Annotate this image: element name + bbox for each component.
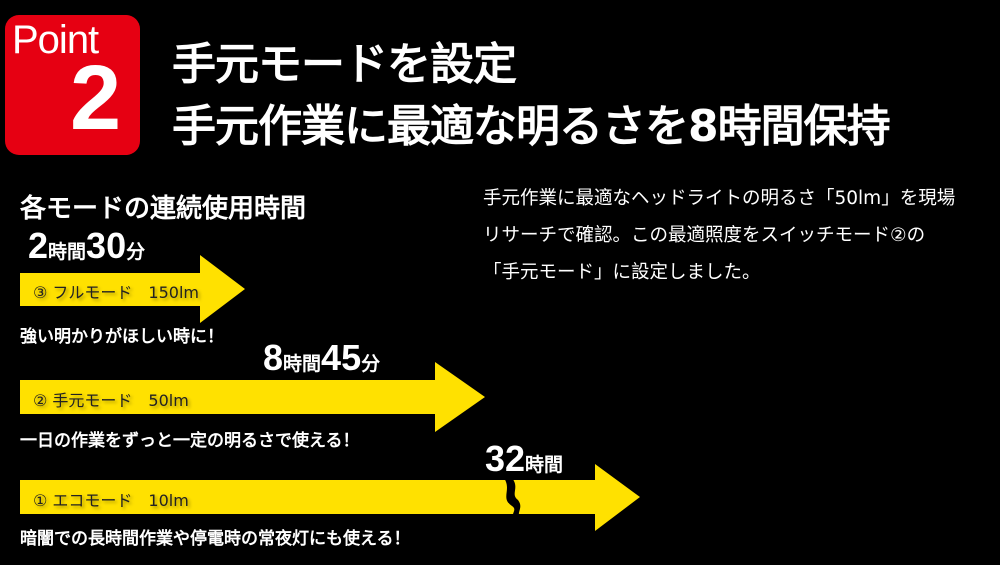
hours-unit: 時間 <box>48 241 87 263</box>
hours: 2 <box>28 225 49 266</box>
arrow-hand-mode <box>20 362 485 432</box>
hours-unit: 時間 <box>283 353 322 375</box>
arrow-full-mode <box>20 255 245 323</box>
break-mark <box>504 478 521 518</box>
point-badge <box>5 15 140 155</box>
caption-eco-mode: 暗闇での長時間作業や停電時の常夜灯にも使える！ <box>20 529 411 549</box>
caption-hand-mode: 一日の作業をずっと一定の明るさで使える！ <box>20 431 360 451</box>
minutes-unit: 分 <box>126 241 146 263</box>
description-line: リサーチで確認。この最適照度をスイッチモード②の <box>483 225 926 246</box>
mode-label-hand: ② 手元モード 50lm <box>33 391 189 410</box>
hours-unit: 時間 <box>525 454 564 476</box>
duration-full-mode: 2時間30分 <box>28 228 145 264</box>
duration-hand-mode: 8時間45分 <box>263 340 380 376</box>
description: 手元作業に最適なヘッドライトの明るさ「50lm」を現場 リサーチで確認。この最適… <box>483 180 983 291</box>
headline-line-2: 手元作業に最適な明るさを8時間保持 <box>172 101 891 152</box>
minutes-unit: 分 <box>361 353 381 375</box>
point-badge-number: 2 <box>70 47 122 149</box>
hours: 32 <box>485 438 526 479</box>
description-line: 手元作業に最適なヘッドライトの明るさ「50lm」を現場 <box>483 188 956 209</box>
section-title: 各モードの連続使用時間 <box>20 194 307 224</box>
minutes: 45 <box>321 337 362 378</box>
point-badge-label: Point <box>12 18 99 62</box>
headline-line-1: 手元モードを設定 <box>172 39 517 90</box>
caption-full-mode: 強い明かりがほしい時に！ <box>20 327 224 347</box>
arrow-eco-mode <box>20 464 640 531</box>
duration-eco-mode: 32時間 <box>485 441 563 477</box>
hours: 8 <box>263 337 284 378</box>
mode-label-eco: ① エコモード 10lm <box>33 491 189 510</box>
minutes: 30 <box>86 225 127 266</box>
mode-label-full: ③ フルモード 150lm <box>33 283 200 302</box>
description-line: 「手元モード」に設定しました。 <box>483 262 761 283</box>
